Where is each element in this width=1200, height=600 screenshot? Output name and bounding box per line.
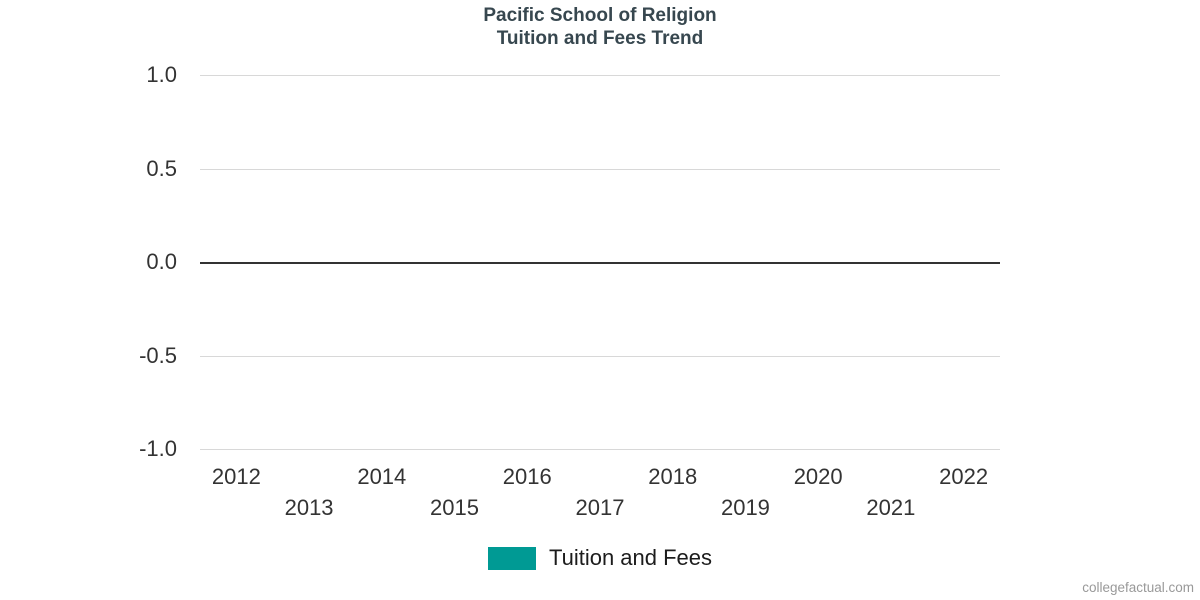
gridline — [200, 168, 1000, 170]
x-tick-label: 2013 — [284, 495, 334, 520]
legend-label: Tuition and Fees — [548, 545, 713, 570]
x-tick-label: 2014 — [357, 464, 407, 489]
zero-gridline — [200, 262, 1000, 264]
gridline — [200, 355, 1000, 357]
chart-title: Pacific School of Religion Tuition and F… — [0, 4, 1200, 50]
y-tick-label: -0.5 — [139, 342, 177, 368]
x-tick-label: 2017 — [575, 495, 625, 520]
gridline — [200, 449, 1000, 450]
legend-swatch — [487, 546, 536, 570]
y-tick-label: -1.0 — [139, 436, 177, 461]
legend: Tuition and Fees — [0, 545, 1200, 571]
y-tick-label: 0.5 — [146, 155, 177, 181]
y-tick-label: 1.0 — [146, 62, 177, 87]
chart-title-line2: Tuition and Fees Trend — [496, 28, 704, 49]
y-tick-label: 0.0 — [146, 249, 177, 274]
x-tick-label: 2019 — [720, 495, 770, 520]
x-tick-label: 2022 — [939, 464, 989, 489]
x-tick-label: 2021 — [866, 495, 916, 520]
watermark: collegefactual.com — [1082, 580, 1194, 595]
plot-area — [200, 75, 1000, 449]
x-tick-label: 2012 — [211, 464, 261, 489]
x-tick-label: 2015 — [430, 495, 480, 520]
legend-item-tuition-and-fees[interactable]: Tuition and Fees — [487, 545, 713, 571]
x-tick-label: 2020 — [793, 464, 843, 489]
x-tick-label: 2018 — [648, 464, 698, 489]
gridline — [200, 75, 1000, 76]
chart-title-line1: Pacific School of Religion — [483, 5, 717, 26]
x-tick-label: 2016 — [502, 464, 552, 489]
